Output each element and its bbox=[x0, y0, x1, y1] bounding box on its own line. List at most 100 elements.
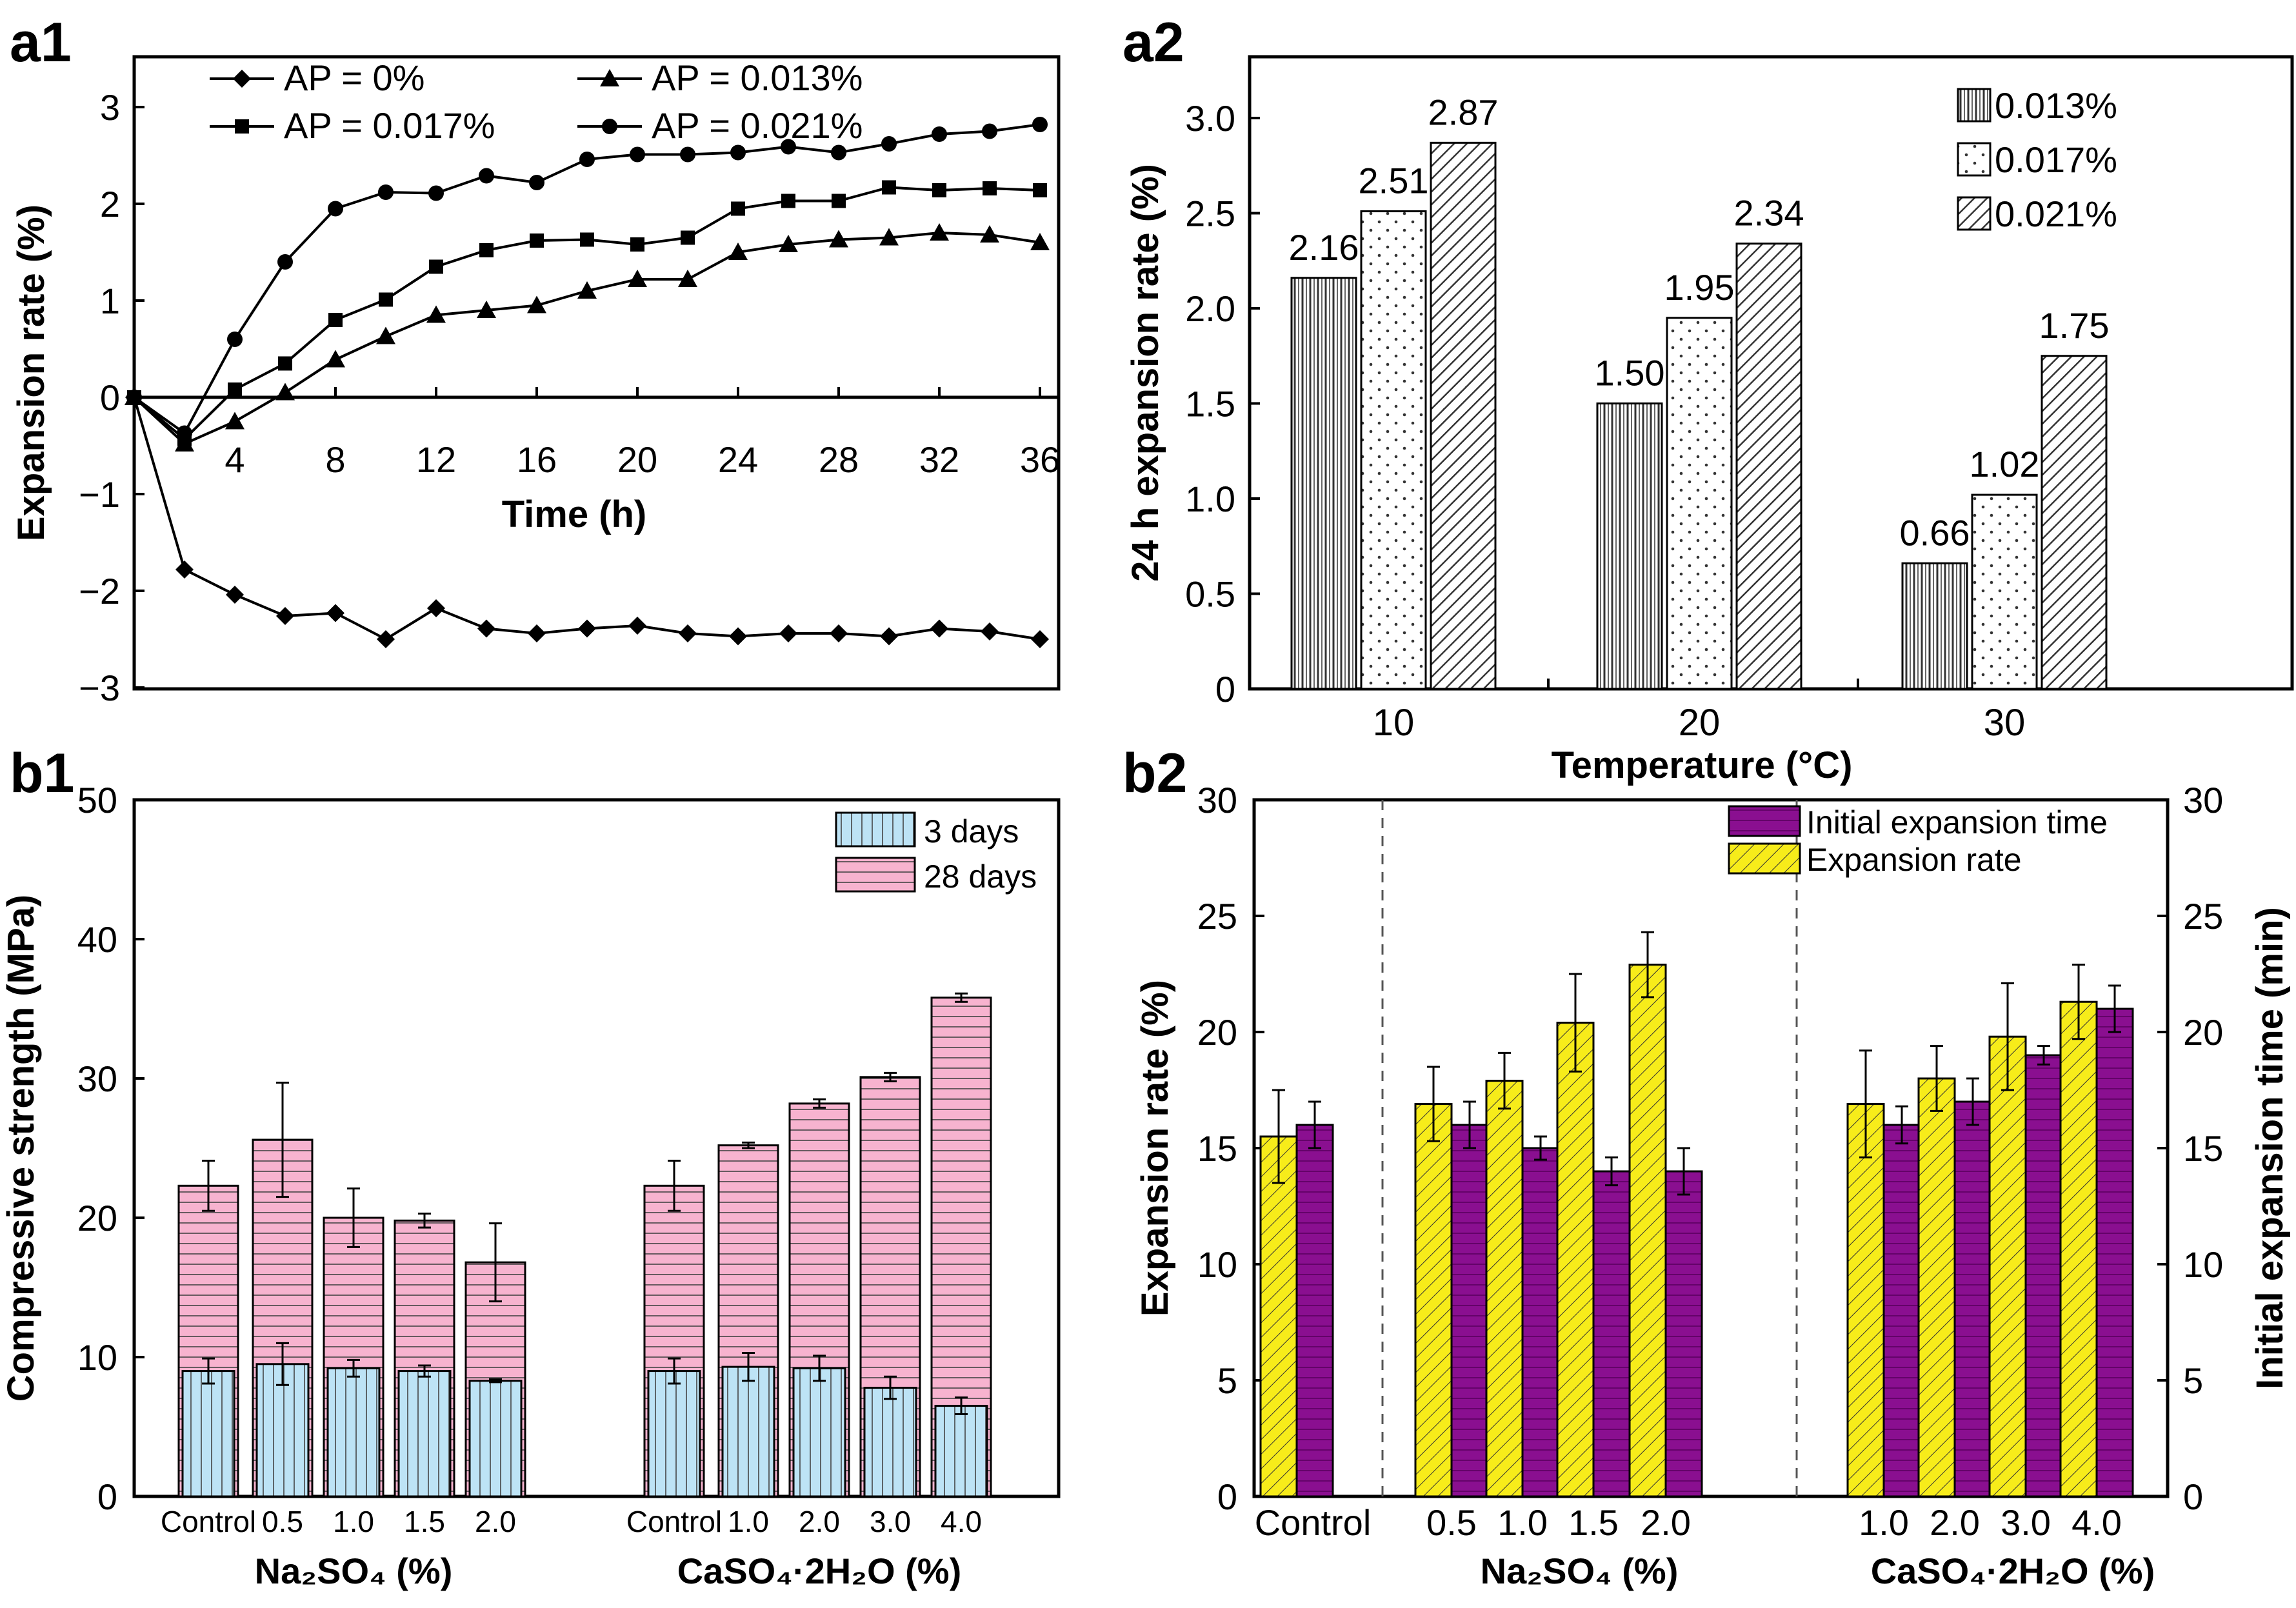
b1-errorbar-3days-8 bbox=[884, 1375, 897, 1400]
a1-point-s1-12 bbox=[728, 243, 748, 260]
b2-bars bbox=[1259, 931, 2134, 1498]
b2-bar-time-3 bbox=[1592, 1170, 1631, 1498]
b2-y-label-left: Expansion rate (%) bbox=[1134, 980, 1176, 1316]
a1-xtick-label: 8 bbox=[325, 439, 345, 480]
b2-ytick-label-left: 0 bbox=[1217, 1476, 1237, 1517]
panel-label-a2: a2 bbox=[1123, 12, 1184, 74]
b1-bar-3days-6 bbox=[721, 1365, 775, 1498]
b2-errorbar-time-3 bbox=[1605, 1156, 1618, 1187]
b2-legend: Initial expansion time Expansion rate bbox=[1728, 804, 2108, 878]
b1-bar-3days-0 bbox=[181, 1370, 235, 1498]
b2-ytick-label-left: 10 bbox=[1197, 1244, 1237, 1285]
a1-x-label: Time (h) bbox=[502, 493, 647, 535]
a2-x-ticks: 10 20 30 bbox=[1373, 679, 2026, 744]
b1-bar-3days-9 bbox=[934, 1405, 988, 1498]
a1-point-s3-8 bbox=[529, 175, 544, 190]
a2-legend-013: 0.013% bbox=[1995, 85, 2117, 126]
a2-ytick-label: 2.5 bbox=[1185, 194, 1235, 234]
b2-bar-time-2 bbox=[1521, 1147, 1560, 1498]
b2-bar-time-0 bbox=[1295, 1124, 1334, 1498]
b1-legend-28days: 28 days bbox=[924, 859, 1037, 895]
a1-point-s3-10 bbox=[630, 146, 645, 163]
b2-errorbar-time-0 bbox=[1308, 1100, 1321, 1149]
b2-ytick-label-right: 0 bbox=[2183, 1476, 2203, 1517]
b1-group-label-na2so4: Na₂SO₄ (%) bbox=[255, 1551, 453, 1591]
a1-point-s2-5 bbox=[379, 292, 393, 307]
a1-point-s1-11 bbox=[678, 270, 697, 287]
a1-legend: AP = 0% AP = 0.017% AP = 0.013% AP = 0.0… bbox=[210, 57, 863, 146]
b1-xtick-label: 2.0 bbox=[475, 1505, 516, 1538]
b1-xtick-label: 2.0 bbox=[799, 1505, 840, 1538]
a1-xtick-label: 16 bbox=[517, 439, 557, 480]
a1-legend-marker-ap017 bbox=[235, 119, 249, 134]
b1-errorbar-28days-5 bbox=[668, 1159, 681, 1212]
b2-group-label-caso4: CaSO₄·2H₂O (%) bbox=[1871, 1551, 2155, 1591]
a2-xtick-label: 30 bbox=[1984, 702, 2026, 744]
b1-bar-3days-7 bbox=[792, 1367, 846, 1498]
b2-ytick-label-right: 30 bbox=[2183, 780, 2223, 820]
b1-errorbar-28days-6 bbox=[742, 1141, 755, 1149]
a1-point-s0-18 bbox=[1031, 630, 1049, 648]
a2-ytick-label: 0.5 bbox=[1185, 574, 1235, 615]
b2-errorbar-time-5 bbox=[1895, 1105, 1908, 1145]
a1-point-s3-12 bbox=[730, 144, 746, 161]
a1-legend-marker-ap0 bbox=[233, 70, 251, 88]
a1-legend-ap013: AP = 0.013% bbox=[652, 57, 863, 98]
a1-xtick-label: 4 bbox=[225, 439, 245, 480]
a1-point-s0-5 bbox=[377, 630, 395, 648]
b1-errorbar-28days-7 bbox=[813, 1098, 826, 1109]
b2-xtick-label: 1.5 bbox=[1568, 1502, 1619, 1543]
a1-point-s0-2 bbox=[226, 586, 244, 604]
a1-legend-ap017: AP = 0.017% bbox=[284, 105, 495, 146]
a1-point-s2-8 bbox=[530, 233, 544, 248]
a1-point-s2-17 bbox=[983, 181, 997, 195]
b1-legend: 3 days 28 days bbox=[835, 811, 1037, 895]
a2-xtick-label: 20 bbox=[1679, 702, 1721, 744]
b1-errorbar-3days-1 bbox=[276, 1342, 289, 1386]
a1-point-s1-15 bbox=[879, 228, 899, 246]
a2-legend-021: 0.021% bbox=[1995, 194, 2117, 234]
a2-bar-10-s0 bbox=[1290, 277, 1357, 690]
a2-bar-label: 1.02 bbox=[1970, 444, 2040, 484]
a2-ytick-label: 3.0 bbox=[1185, 98, 1235, 139]
panel-label-b2: b2 bbox=[1123, 742, 1187, 804]
a1-point-s0-4 bbox=[326, 604, 344, 622]
a1-point-s0-14 bbox=[830, 624, 848, 642]
a1-xtick-label: 24 bbox=[718, 439, 758, 480]
a2-y-ticks: 0 0.5 1.0 1.5 2.0 2.5 3.0 bbox=[1185, 98, 1260, 710]
b2-errorbar-time-8 bbox=[2108, 984, 2121, 1033]
a1-point-s0-13 bbox=[779, 624, 797, 642]
b2-legend-swatch-rate bbox=[1728, 842, 1801, 875]
b1-xtick-label: 0.5 bbox=[262, 1505, 303, 1538]
a2-bar-label: 1.95 bbox=[1664, 267, 1735, 308]
b1-xtick-label: 1.0 bbox=[333, 1505, 374, 1538]
b1-errorbar-28days-9 bbox=[955, 992, 968, 1003]
b2-ytick-label-left: 30 bbox=[1197, 780, 1237, 820]
b1-errorbar-3days-7 bbox=[813, 1355, 826, 1382]
a1-xtick-label: 28 bbox=[819, 439, 859, 480]
a1-point-s1-6 bbox=[426, 305, 446, 323]
b2-errorbar-time-1 bbox=[1463, 1100, 1476, 1149]
a1-point-s0-1 bbox=[175, 561, 194, 579]
a1-frame bbox=[132, 55, 1061, 691]
b2-bar-time-1 bbox=[1450, 1124, 1489, 1498]
b2-xtick-label: 1.0 bbox=[1859, 1502, 1909, 1543]
b2-x-labels: Control 0.5 1.0 1.5 2.0 1.0 2.0 3.0 4.0 bbox=[1255, 1502, 2122, 1543]
a1-point-s0-17 bbox=[981, 622, 999, 640]
panel-label-a1: a1 bbox=[10, 12, 72, 74]
a1-series-lines bbox=[125, 117, 1050, 648]
a2-legend: 0.013% 0.017% 0.021% bbox=[1957, 85, 2117, 234]
a1-point-s0-11 bbox=[679, 624, 697, 642]
b1-errorbar-3days-0 bbox=[202, 1357, 215, 1385]
a2-y-label: 24 h expansion rate (%) bbox=[1124, 164, 1166, 582]
a2-legend-swatch-017 bbox=[1957, 142, 1992, 177]
a1-point-s1-17 bbox=[980, 225, 999, 243]
b1-errorbar-28days-3 bbox=[418, 1213, 431, 1229]
b2-xtick-label: 4.0 bbox=[2071, 1502, 2122, 1543]
b2-errorbar-time-2 bbox=[1534, 1135, 1547, 1161]
b2-errorbar-rate-1 bbox=[1427, 1066, 1440, 1142]
a2-legend-swatch-021 bbox=[1957, 196, 1992, 231]
a1-point-s0-3 bbox=[276, 607, 294, 625]
a1-point-s3-7 bbox=[479, 168, 494, 184]
b2-xtick-label: Control bbox=[1255, 1502, 1372, 1543]
